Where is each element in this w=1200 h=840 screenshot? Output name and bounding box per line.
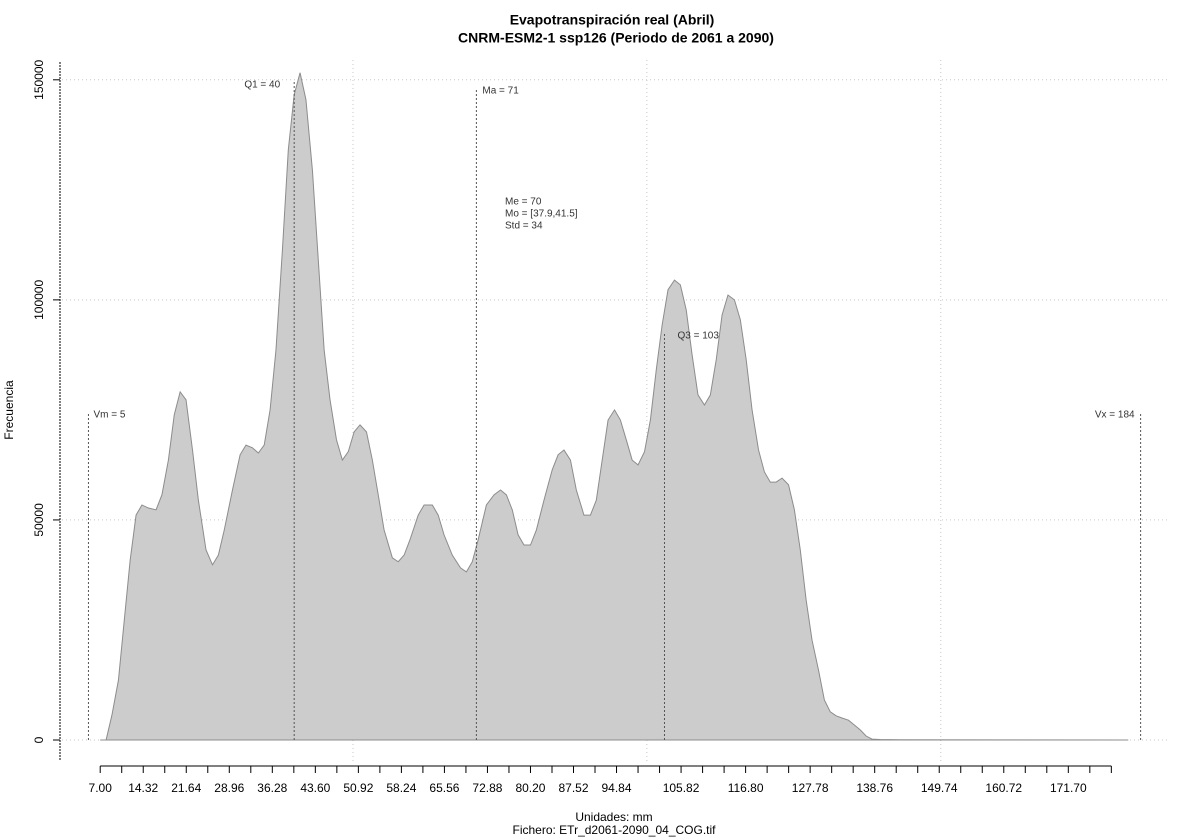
stats-text: Mo = [37.9,41.5] [505, 209, 578, 220]
y-tick-label: 150000 [32, 59, 46, 99]
x-tick-label: 138.76 [856, 781, 893, 795]
x-tick-label: 50.92 [343, 781, 373, 795]
density-area [100, 72, 1129, 741]
x-tick-label: 116.80 [728, 781, 764, 795]
y-tick-label: 100000 [32, 280, 46, 320]
stat-label: Q1 = 40 [244, 80, 280, 91]
x-tick-label: 160.72 [985, 781, 1022, 795]
x-tick-label: 28.96 [214, 781, 244, 795]
chart-subtitle: CNRM-ESM2-1 ssp126 (Periodo de 2061 a 20… [458, 30, 774, 46]
x-tick-label: 80.20 [515, 781, 545, 795]
x-tick-label: 127.78 [792, 781, 829, 795]
stat-label: Vm = 5 [93, 410, 125, 421]
x-tick-label: 7.00 [89, 781, 113, 795]
x-tick-label: 14.32 [128, 781, 158, 795]
x-tick-label: 149.74 [921, 781, 958, 795]
chart-title: Evapotranspiración real (Abril) [510, 12, 715, 28]
stats-text: Me = 70 [505, 197, 542, 208]
caption: Fichero: ETr_d2061-2090_04_COG.tif [513, 823, 717, 837]
x-tick-label: 171.70 [1050, 781, 1087, 795]
x-tick-label: 94.84 [602, 781, 632, 795]
x-tick-label: 43.60 [300, 781, 330, 795]
x-axis-title: Unidades: mm [575, 810, 652, 824]
x-tick-label: 72.88 [472, 781, 502, 795]
stat-label: Vx = 184 [1095, 410, 1135, 421]
x-tick-label: 58.24 [386, 781, 416, 795]
x-tick-label: 105.82 [663, 781, 700, 795]
stat-label: Ma = 71 [482, 86, 519, 97]
y-tick-label: 0 [32, 736, 46, 743]
x-tick-label: 87.52 [558, 781, 588, 795]
x-tick-label: 65.56 [429, 781, 459, 795]
x-tick-label: 21.64 [171, 781, 201, 795]
stats-text: Std = 34 [505, 221, 543, 232]
y-axis-title: Frecuencia [2, 380, 16, 440]
stat-label: Q3 = 103 [677, 331, 719, 342]
x-tick-label: 36.28 [257, 781, 287, 795]
y-tick-label: 50000 [32, 503, 46, 537]
